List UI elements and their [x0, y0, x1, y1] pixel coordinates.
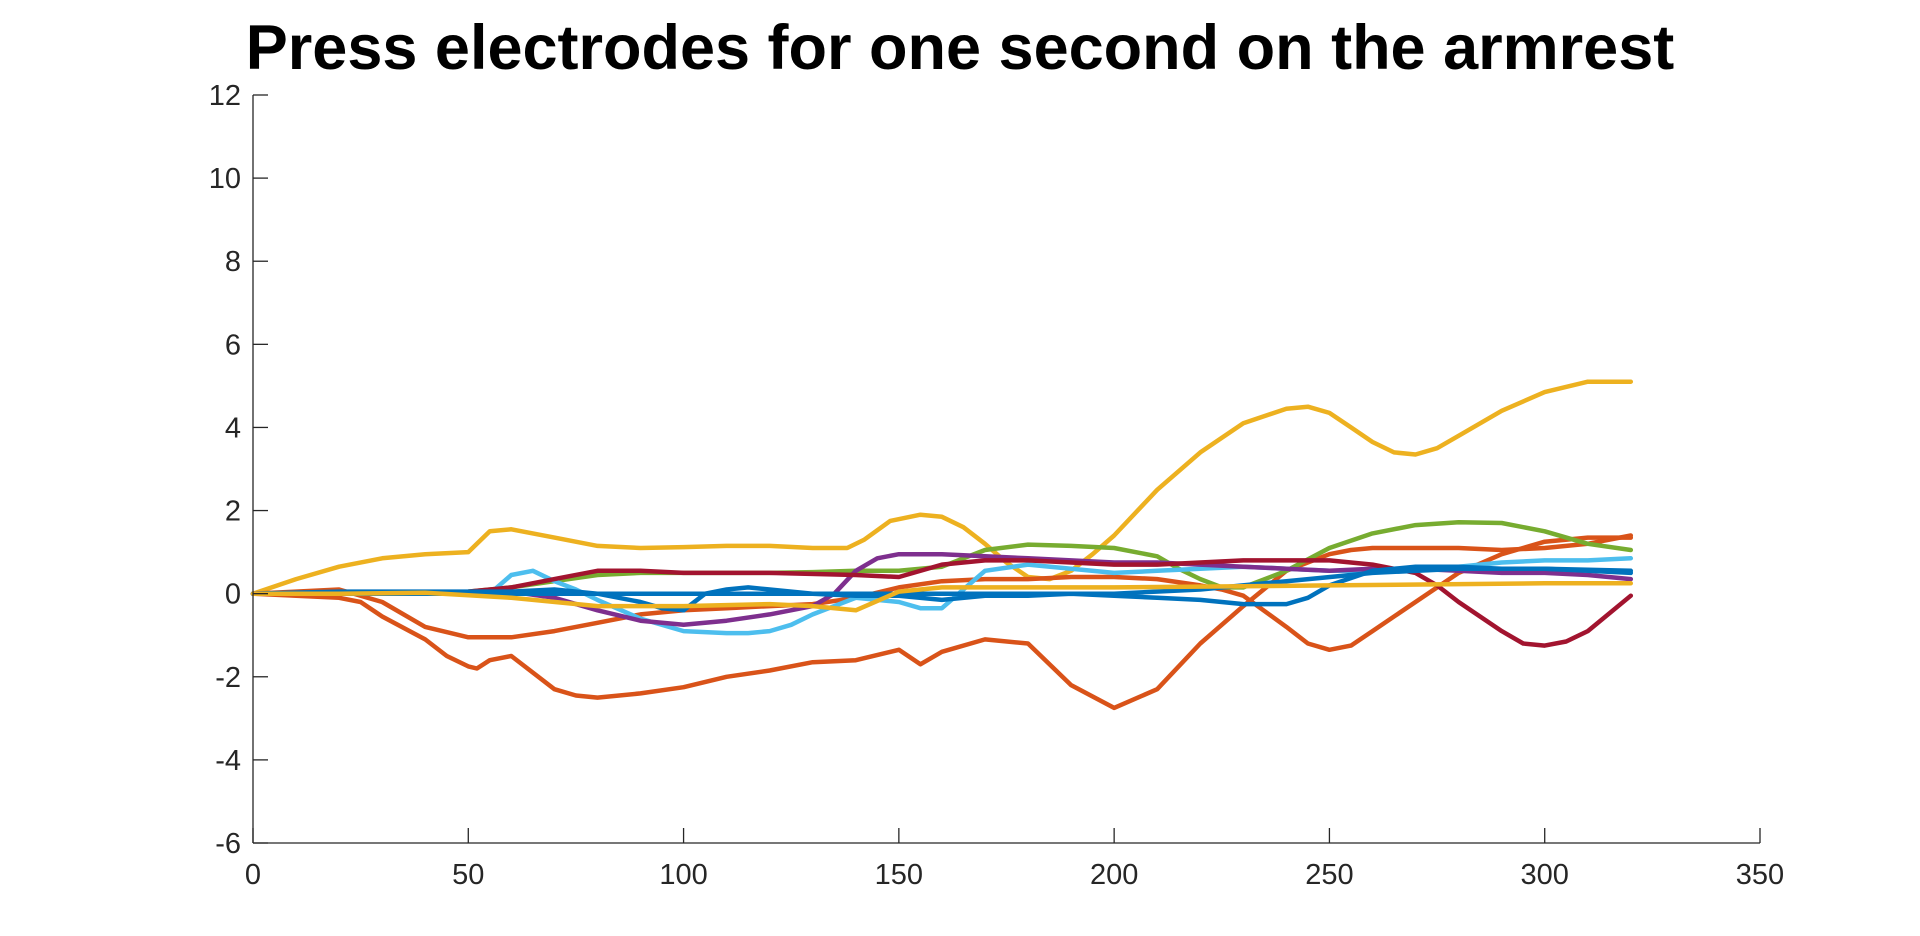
axes-layer: 0 50 100 150 200 250 300 350 -6 -4 -2 0 2 4 6 8 10 12	[209, 80, 1784, 891]
x-tick-label: 0	[245, 859, 261, 891]
y-tick-label: 0	[225, 579, 241, 611]
series-line-8	[250, 564, 1634, 613]
y-tick-label: -6	[215, 828, 241, 860]
x-tick-label: 150	[875, 859, 923, 891]
y-tick-label: -4	[215, 745, 241, 777]
series-line-9	[250, 566, 1634, 596]
x-tick-label: 250	[1305, 859, 1353, 891]
x-tick-label: 50	[452, 859, 484, 891]
y-tick-label: 10	[209, 163, 241, 195]
y-tick-label: 6	[225, 329, 241, 361]
series-line-10	[250, 581, 1634, 613]
x-tick-label: 100	[659, 859, 707, 891]
x-tick-label: 200	[1090, 859, 1138, 891]
series-line-4	[250, 519, 1634, 596]
series-line-3	[250, 535, 1634, 653]
y-tick-label: 8	[225, 246, 241, 278]
series-line-2	[250, 533, 1634, 711]
series-line-7	[250, 558, 1634, 648]
y-tick-label: 4	[225, 412, 241, 444]
y-tick-label: -2	[215, 662, 241, 694]
chart-title: Press electrodes for one second on the a…	[245, 13, 1675, 83]
series-layer	[250, 379, 1634, 711]
x-tick-label: 300	[1521, 859, 1569, 891]
series-line-1	[250, 379, 1634, 596]
x-tick-label: 350	[1736, 859, 1784, 891]
y-tick-label: 2	[225, 496, 241, 528]
y-tick-label: 12	[209, 80, 241, 112]
